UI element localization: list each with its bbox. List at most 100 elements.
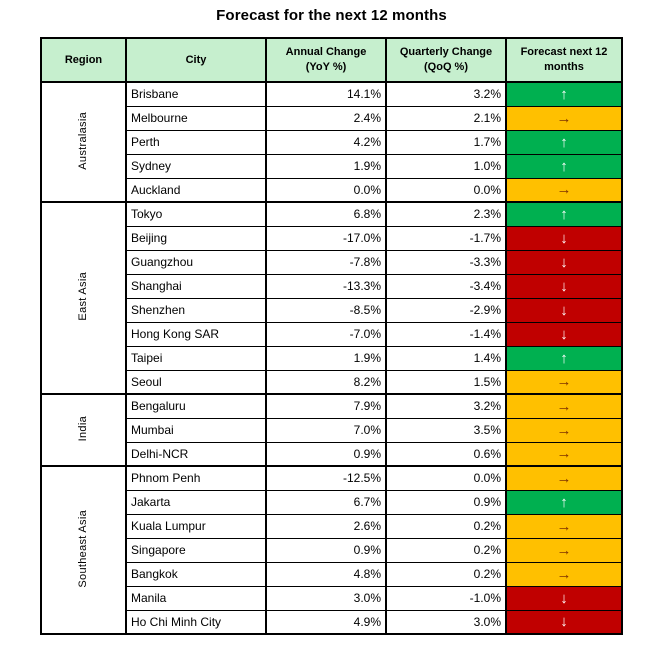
col-header-region: Region (40, 37, 127, 83)
table-row: Shanghai -13.3% -3.4% ↓ (41, 273, 623, 299)
quarterly-change-cell: 0.9% (385, 489, 507, 515)
table-row: Singapore 0.9% 0.2% → (41, 537, 623, 563)
table-row: Ho Chi Minh City 4.9% 3.0% ↓ (41, 609, 623, 635)
annual-change-cell: -13.3% (265, 273, 387, 299)
city-cell: Phnom Penh (125, 465, 267, 491)
forecast-cell-down-arrow-icon: ↓ (505, 225, 623, 251)
table-row: Shenzhen -8.5% -2.9% ↓ (41, 297, 623, 323)
forecast-cell-up-arrow-icon: ↑ (505, 81, 623, 107)
annual-change-cell: 8.2% (265, 369, 387, 395)
forecast-cell-steady-arrow-icon: → (505, 513, 623, 539)
city-cell: Bangkok (125, 561, 267, 587)
forecast-cell-down-arrow-icon: ↓ (505, 297, 623, 323)
table-row: Bangkok 4.8% 0.2% → (41, 561, 623, 587)
quarterly-change-cell: 3.2% (385, 81, 507, 107)
annual-change-cell: 4.9% (265, 609, 387, 635)
annual-change-cell: 4.2% (265, 129, 387, 155)
region-label: India (77, 415, 89, 442)
annual-change-cell: 7.0% (265, 417, 387, 443)
quarterly-change-cell: 1.7% (385, 129, 507, 155)
table-row: India Bengaluru 7.9% 3.2% → (40, 393, 623, 467)
quarterly-change-cell: -1.7% (385, 225, 507, 251)
annual-change-cell: 0.9% (265, 441, 387, 467)
table-row: Mumbai 7.0% 3.5% → (41, 417, 623, 443)
forecast-cell-steady-arrow-icon: → (505, 177, 623, 203)
quarterly-change-cell: 3.0% (385, 609, 507, 635)
table-row: East Asia Tokyo 6.8% 2.3% ↑ (40, 201, 623, 395)
col-header-forecast-line1: Forecast next 12 (520, 46, 608, 59)
annual-change-cell: -17.0% (265, 225, 387, 251)
region-cell: Australasia (40, 81, 127, 203)
quarterly-change-cell: 1.0% (385, 153, 507, 179)
region-cell: India (40, 393, 127, 467)
table-row: Taipei 1.9% 1.4% ↑ (41, 345, 623, 371)
region-cell: East Asia (40, 201, 127, 395)
forecast-cell-up-arrow-icon: ↑ (505, 153, 623, 179)
quarterly-change-cell: 3.2% (385, 393, 507, 419)
city-cell: Hong Kong SAR (125, 321, 267, 347)
table-row: Delhi-NCR 0.9% 0.6% → (41, 441, 623, 467)
col-header-annual-line1: Annual Change (285, 46, 367, 59)
annual-change-cell: 6.8% (265, 201, 387, 227)
region-label: East Asia (77, 272, 89, 321)
quarterly-change-cell: -3.4% (385, 273, 507, 299)
annual-change-cell: 7.9% (265, 393, 387, 419)
table-row: Manila 3.0% -1.0% ↓ (41, 585, 623, 611)
annual-change-cell: -12.5% (265, 465, 387, 491)
quarterly-change-cell: 2.3% (385, 201, 507, 227)
quarterly-change-cell: -1.0% (385, 585, 507, 611)
city-cell: Mumbai (125, 417, 267, 443)
city-cell: Melbourne (125, 105, 267, 131)
forecast-cell-down-arrow-icon: ↓ (505, 321, 623, 347)
city-cell: Tokyo (125, 201, 267, 227)
city-cell: Bengaluru (125, 393, 267, 419)
col-header-city-label: City (185, 53, 207, 66)
forecast-cell-steady-arrow-icon: → (505, 105, 623, 131)
forecast-cell-down-arrow-icon: ↓ (505, 273, 623, 299)
city-cell: Jakarta (125, 489, 267, 515)
header-row: Region City Annual Change (YoY %) Quarte… (40, 37, 623, 83)
table-row: Melbourne 2.4% 2.1% → (41, 105, 623, 131)
col-header-annual-line2: (YoY %) (305, 61, 347, 73)
city-cell: Kuala Lumpur (125, 513, 267, 539)
col-header-quarterly-line2: (QoQ %) (424, 61, 468, 73)
forecast-cell-up-arrow-icon: ↑ (505, 201, 623, 227)
quarterly-change-cell: 2.1% (385, 105, 507, 131)
city-cell: Ho Chi Minh City (125, 609, 267, 635)
forecast-cell-up-arrow-icon: ↑ (505, 345, 623, 371)
table-row: Guangzhou -7.8% -3.3% ↓ (41, 249, 623, 275)
city-cell: Taipei (125, 345, 267, 371)
col-header-quarterly-change: Quarterly Change (QoQ %) (385, 37, 507, 83)
city-cell: Guangzhou (125, 249, 267, 275)
table-row: Hong Kong SAR -7.0% -1.4% ↓ (41, 321, 623, 347)
annual-change-cell: 1.9% (265, 345, 387, 371)
annual-change-cell: 0.0% (265, 177, 387, 203)
quarterly-change-cell: -3.3% (385, 249, 507, 275)
annual-change-cell: -7.8% (265, 249, 387, 275)
col-header-forecast-line2: months (544, 61, 584, 73)
annual-change-cell: 0.9% (265, 537, 387, 563)
city-cell: Shanghai (125, 273, 267, 299)
forecast-table: Region City Annual Change (YoY %) Quarte… (40, 37, 623, 635)
table-row: Beijing -17.0% -1.7% ↓ (41, 225, 623, 251)
table-row: Southeast Asia Phnom Penh -12.5% 0.0% → (40, 465, 623, 635)
forecast-cell-down-arrow-icon: ↓ (505, 585, 623, 611)
quarterly-change-cell: 3.5% (385, 417, 507, 443)
city-cell: Delhi-NCR (125, 441, 267, 467)
forecast-cell-steady-arrow-icon: → (505, 393, 623, 419)
city-cell: Manila (125, 585, 267, 611)
col-header-annual-change: Annual Change (YoY %) (265, 37, 387, 83)
forecast-cell-down-arrow-icon: ↓ (505, 609, 623, 635)
city-cell: Seoul (125, 369, 267, 395)
annual-change-cell: 1.9% (265, 153, 387, 179)
quarterly-change-cell: -1.4% (385, 321, 507, 347)
table-row: Australasia Brisbane 14.1% 3.2% ↑ (40, 81, 623, 203)
annual-change-cell: -8.5% (265, 297, 387, 323)
quarterly-change-cell: -2.9% (385, 297, 507, 323)
forecast-cell-steady-arrow-icon: → (505, 441, 623, 467)
forecast-cell-up-arrow-icon: ↑ (505, 129, 623, 155)
col-header-quarterly-line1: Quarterly Change (399, 46, 493, 59)
city-cell: Sydney (125, 153, 267, 179)
page-title: Forecast for the next 12 months (216, 7, 447, 24)
